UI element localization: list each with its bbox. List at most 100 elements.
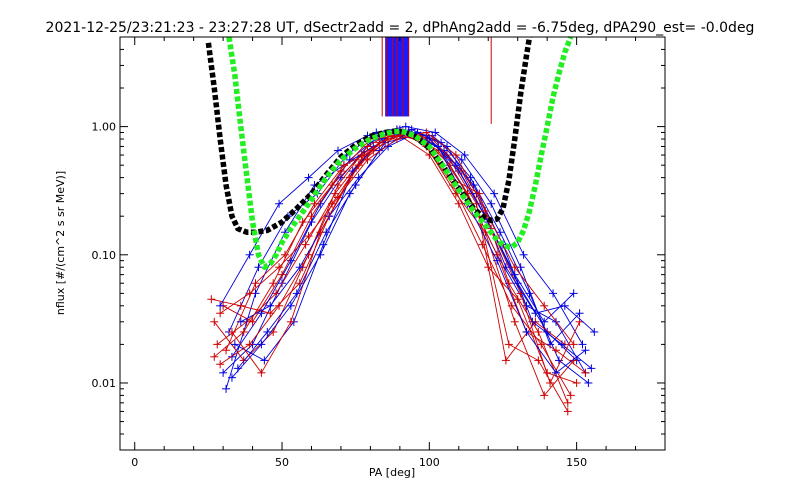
x-axis-label: PA [deg]: [369, 466, 415, 479]
y-tick-label: 0.10: [92, 249, 117, 262]
data-point: [519, 250, 528, 259]
data-point: [286, 317, 295, 326]
data-point: [569, 356, 578, 365]
y-tick-label: 0.01: [92, 377, 117, 390]
data-point: [540, 317, 549, 326]
data-point: [375, 138, 384, 147]
data-point: [560, 301, 569, 310]
data-point: [475, 189, 484, 198]
data-point: [540, 391, 549, 400]
data-point: [304, 173, 313, 182]
data-point: [257, 340, 266, 349]
axes-ticks-group: 0 50 100 150 0.01 0.10 1.00: [92, 36, 666, 469]
data-point: [546, 378, 555, 387]
data-point: [549, 289, 558, 298]
data-point: [286, 301, 295, 310]
x-tick-label: 100: [419, 456, 440, 469]
data-point: [213, 340, 222, 349]
data-point: [354, 161, 363, 170]
data-point: [590, 327, 599, 336]
data-point: [563, 407, 572, 416]
data-point: [584, 378, 593, 387]
data-point: [230, 340, 239, 349]
data-point: [566, 391, 575, 400]
series-line: [225, 131, 580, 385]
data-point: [210, 317, 219, 326]
data-point: [493, 256, 502, 265]
data-point: [216, 301, 225, 310]
data-point: [552, 368, 560, 377]
data-point: [540, 301, 549, 310]
data-point: [207, 295, 216, 304]
data-point: [478, 240, 487, 249]
data-point: [375, 146, 384, 155]
data-point: [275, 199, 284, 208]
data-point: [522, 327, 531, 336]
plot-title: 2021-12-25/23:21:23 - 23:27:28 UT, dSect…: [46, 20, 755, 36]
data-point: [216, 360, 225, 369]
data-point: [245, 340, 254, 349]
data-point: [275, 301, 284, 310]
data-point: [510, 270, 519, 279]
series-line: [222, 135, 577, 384]
data-point: [266, 309, 275, 318]
data-series-group: [207, 122, 599, 416]
data-point: [569, 340, 578, 349]
data-point: [531, 309, 540, 318]
data-point: [501, 356, 510, 365]
data-point: [257, 368, 266, 377]
vertical-markers-group: [381, 37, 492, 124]
data-point: [345, 189, 354, 198]
data-point: [328, 181, 337, 190]
data-point: [254, 263, 263, 272]
data-point: [490, 189, 499, 198]
data-point: [222, 346, 231, 355]
x-tick-label: 150: [566, 456, 587, 469]
data-point: [422, 128, 431, 137]
data-point: [295, 263, 304, 272]
data-point: [272, 289, 281, 298]
data-point: [263, 327, 272, 336]
data-point: [357, 151, 366, 160]
data-point: [460, 151, 469, 160]
data-point: [345, 173, 354, 182]
data-point: [575, 309, 584, 318]
data-point: [554, 356, 563, 365]
data-point: [451, 151, 460, 160]
data-point: [504, 340, 513, 349]
data-point: [552, 346, 560, 355]
data-point: [236, 301, 245, 310]
data-point: [275, 263, 284, 272]
data-point: [496, 228, 505, 237]
data-point: [236, 317, 245, 326]
data-point: [563, 398, 572, 407]
green-fit-curve: [226, 36, 574, 270]
data-point: [339, 161, 348, 170]
data-point: [295, 279, 304, 288]
data-point: [581, 368, 590, 377]
data-point: [578, 340, 587, 349]
data-point: [269, 279, 278, 288]
data-point: [245, 250, 254, 259]
data-point: [587, 364, 596, 373]
data-point: [316, 228, 325, 237]
data-point: [481, 206, 490, 215]
data-point: [572, 378, 581, 387]
data-point: [451, 161, 460, 170]
data-point: [334, 146, 342, 155]
y-tick-label: 1.00: [92, 121, 117, 134]
data-point: [304, 232, 313, 241]
x-tick-label: 0: [131, 456, 138, 469]
data-point: [216, 309, 225, 318]
data-point: [510, 317, 519, 326]
data-point: [301, 240, 310, 249]
data-point: [557, 340, 566, 349]
data-point: [239, 327, 248, 336]
data-point: [569, 289, 578, 298]
data-point: [487, 199, 496, 208]
data-point: [219, 368, 228, 377]
data-point: [227, 327, 236, 336]
data-point: [278, 270, 287, 279]
data-point: [222, 384, 231, 393]
data-point: [581, 346, 590, 355]
